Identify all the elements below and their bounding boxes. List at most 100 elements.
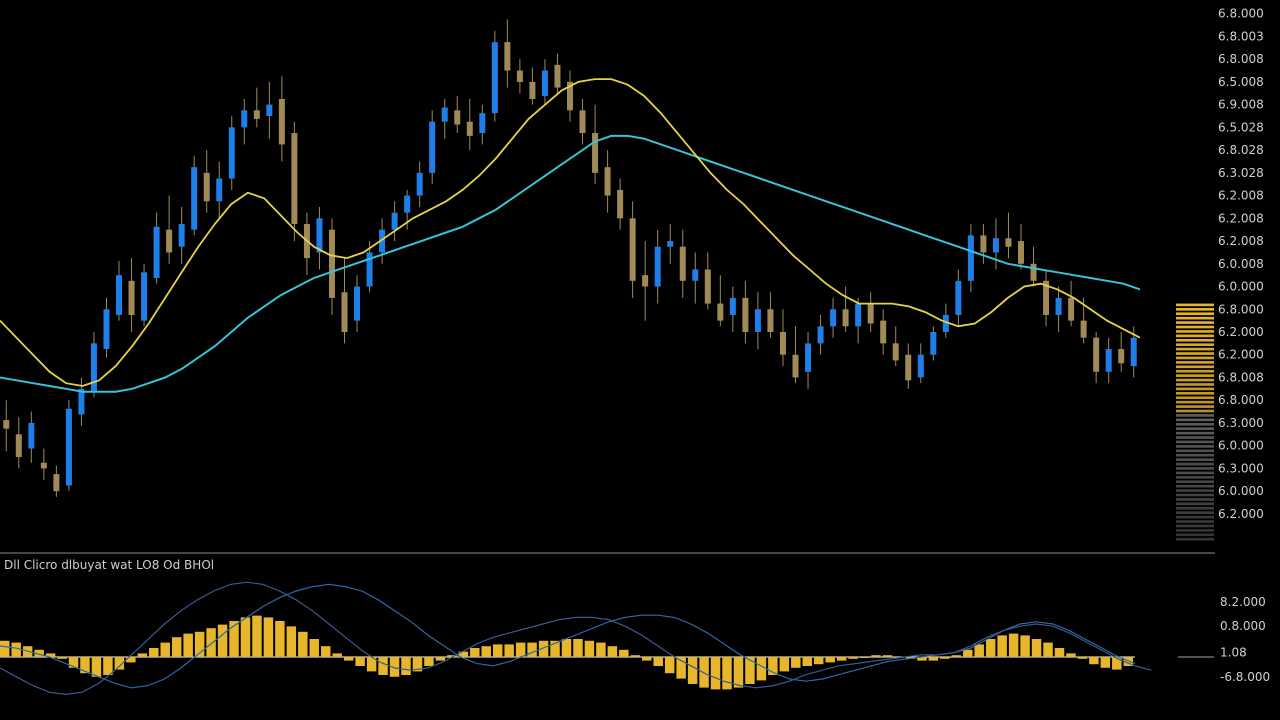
price-tick-label: 6.2.008 bbox=[1218, 234, 1264, 248]
candle-body bbox=[892, 343, 899, 361]
candle-body bbox=[617, 189, 624, 219]
candle-body bbox=[1017, 241, 1024, 264]
macd-histogram-bar bbox=[263, 617, 274, 657]
candle-body bbox=[504, 42, 511, 71]
volume-profile-bar bbox=[1176, 449, 1214, 453]
candle-body bbox=[278, 98, 285, 145]
macd-histogram-bar bbox=[332, 653, 342, 657]
macd-histogram-bar bbox=[149, 648, 159, 657]
candle-body bbox=[1118, 349, 1125, 364]
macd-histogram-bar bbox=[642, 657, 652, 661]
volume-profile-bar bbox=[1176, 480, 1214, 484]
candle-body bbox=[291, 133, 298, 224]
candle-body bbox=[3, 420, 10, 429]
price-tick-label: 6.8.008 bbox=[1218, 370, 1264, 384]
macd-histogram-bar bbox=[1100, 657, 1111, 668]
candle-body bbox=[1130, 337, 1137, 367]
macd-histogram-bar bbox=[57, 657, 67, 659]
candle-body bbox=[141, 272, 148, 321]
macd-histogram-bar bbox=[355, 657, 365, 666]
candle-body bbox=[541, 70, 548, 97]
macd-histogram-bar bbox=[286, 626, 297, 657]
price-tick-label: 6.8.000 bbox=[1218, 7, 1264, 21]
volume-profile-bar bbox=[1176, 493, 1214, 497]
macd-histogram-bar bbox=[137, 653, 148, 657]
volume-profile-bar bbox=[1176, 409, 1214, 413]
volume-profile-bar bbox=[1176, 325, 1214, 329]
macd-histogram-bar bbox=[183, 633, 193, 657]
macd-histogram-bar bbox=[1066, 653, 1076, 657]
volume-profile-bar bbox=[1176, 392, 1214, 395]
volume-profile-bar bbox=[1176, 312, 1214, 316]
volume-profile-bar bbox=[1176, 365, 1214, 369]
candle-body bbox=[855, 303, 862, 327]
volume-profile-bar bbox=[1176, 436, 1214, 439]
candle-body bbox=[40, 462, 47, 469]
volume-profile-bar bbox=[1176, 422, 1214, 426]
macd-histogram-bar bbox=[985, 639, 996, 657]
macd-histogram-bar bbox=[481, 646, 491, 657]
candle-body bbox=[454, 110, 461, 125]
macd-histogram-bar bbox=[710, 657, 721, 690]
candle-body bbox=[341, 292, 348, 332]
candle-body bbox=[554, 64, 561, 88]
candle-body bbox=[717, 303, 724, 321]
candle-body bbox=[416, 172, 423, 196]
volume-profile-bar bbox=[1176, 369, 1214, 373]
price-tick-label: 6.8.028 bbox=[1218, 143, 1264, 157]
price-tick-label: 6.9.008 bbox=[1218, 98, 1264, 112]
candle-body bbox=[980, 235, 987, 253]
macd-histogram-bar bbox=[630, 655, 641, 657]
candle-body bbox=[867, 303, 874, 324]
price-tick-label: 6.3.028 bbox=[1218, 166, 1264, 180]
volume-profile-bar bbox=[1176, 431, 1214, 435]
candle-body bbox=[178, 224, 185, 247]
volume-profile-bar bbox=[1176, 303, 1214, 307]
macd-histogram-bar bbox=[458, 651, 469, 657]
macd-histogram-bar bbox=[1112, 657, 1122, 670]
macd-histogram-bar bbox=[240, 617, 251, 657]
macd-histogram-bar bbox=[687, 657, 698, 684]
macd-histogram-bar bbox=[68, 657, 79, 668]
price-tick-label: 6.2.000 bbox=[1218, 507, 1264, 521]
candle-body bbox=[1055, 297, 1062, 315]
candle-body bbox=[228, 127, 235, 179]
macd-histogram-bar bbox=[768, 657, 778, 675]
volume-profile-bar bbox=[1176, 308, 1214, 311]
price-tick-label: 6.0.000 bbox=[1218, 484, 1264, 498]
candle-body bbox=[253, 110, 260, 119]
candle-body bbox=[942, 314, 949, 332]
macd-histogram-bar bbox=[1020, 635, 1030, 657]
volume-profile-bar bbox=[1176, 467, 1214, 470]
volume-profile-bar bbox=[1176, 378, 1214, 382]
macd-histogram-bar bbox=[1054, 648, 1065, 657]
macd-histogram-bar bbox=[91, 657, 102, 677]
candle-body bbox=[1105, 349, 1112, 372]
candle-body bbox=[1068, 297, 1075, 321]
volume-profile-bar bbox=[1176, 524, 1214, 528]
macd-histogram-bar bbox=[538, 640, 549, 657]
candle-body bbox=[805, 343, 812, 372]
candle-body bbox=[842, 309, 849, 327]
macd-histogram-bar bbox=[676, 657, 686, 679]
candle-body bbox=[1030, 263, 1037, 281]
macd-histogram-bar bbox=[974, 644, 984, 657]
volume-profile-bar bbox=[1176, 458, 1214, 461]
macd-histogram-bar bbox=[848, 657, 858, 659]
price-tick-label: 6.2.008 bbox=[1218, 211, 1264, 225]
candle-body bbox=[792, 354, 799, 378]
macd-histogram-bar bbox=[802, 657, 812, 666]
macd-histogram-bar bbox=[424, 657, 434, 666]
macd-tick-label: -6.8.000 bbox=[1220, 670, 1270, 684]
macd-histogram-bar bbox=[217, 624, 228, 657]
macd-histogram-bar bbox=[0, 640, 10, 657]
candle-body bbox=[1005, 238, 1012, 247]
volume-profile-bar bbox=[1176, 515, 1214, 519]
macd-histogram-bar bbox=[34, 649, 44, 657]
candle-body bbox=[604, 167, 611, 196]
candle-body bbox=[28, 422, 35, 449]
candle-body bbox=[354, 286, 361, 321]
macd-histogram-bar bbox=[492, 644, 503, 657]
moving-average-slow-line bbox=[0, 134, 1141, 393]
volume-profile-bar bbox=[1176, 383, 1214, 386]
